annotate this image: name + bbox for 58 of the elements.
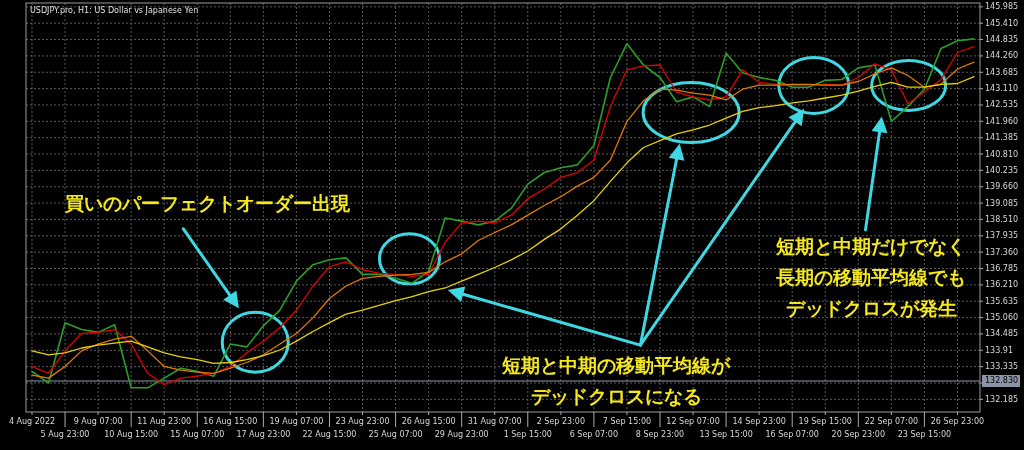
- x-tick-label: 16 Aug 15:00: [203, 417, 258, 426]
- y-tick-label: 139.660: [985, 182, 1019, 192]
- ref-line-label: 132.830: [985, 376, 1019, 386]
- x-tick-label: 9 Aug 07:00: [73, 417, 123, 426]
- annotation: 買いのパーフェクトオーダー出現: [63, 192, 351, 214]
- y-tick-label: 141.385: [985, 133, 1019, 143]
- x-tick-label: 4 Aug 2022: [8, 417, 56, 426]
- annotation: 短期と中期の移動平均線がデッドクロスになる: [501, 354, 732, 407]
- y-tick-label: 140.810: [985, 149, 1019, 159]
- y-tick-label: 139.085: [985, 198, 1019, 208]
- x-tick-label: 8 Sep 23:00: [635, 430, 685, 439]
- x-tick-label: 10 Aug 15:00: [104, 430, 159, 439]
- x-tick-label: 19 Aug 07:00: [269, 417, 324, 426]
- x-tick-label: 12 Sep 07:00: [666, 417, 720, 426]
- x-tick-label: 11 Aug 23:00: [137, 417, 192, 426]
- y-tick-label: 142.535: [985, 100, 1019, 110]
- annotation: 短期と中期だけでなく長期の移動平均線でもデッドクロスが発生: [775, 235, 967, 319]
- x-tick-label: 13 Sep 15:00: [699, 430, 753, 439]
- chart-title: USDJPY.pro, H1: US Dollar vs Japanese Yen: [30, 6, 199, 15]
- y-tick-label: 144.260: [985, 51, 1019, 61]
- y-tick-label: 144.835: [985, 35, 1019, 45]
- x-tick-label: 26 Sep 23:00: [930, 417, 985, 426]
- x-tick-label: 25 Aug 07:00: [368, 430, 423, 439]
- x-tick-label: 19 Sep 15:00: [798, 417, 852, 426]
- y-tick-label: 132.185: [985, 394, 1019, 404]
- x-tick-label: 5 Aug 23:00: [40, 430, 90, 439]
- y-tick-label: 143.685: [985, 67, 1019, 77]
- y-tick-label: 135.060: [985, 313, 1019, 323]
- y-tick-label: 135.635: [985, 296, 1019, 306]
- x-tick-label: 1 Sep 15:00: [503, 430, 552, 439]
- y-tick-label: 145.410: [985, 18, 1019, 28]
- x-tick-label: 6 Sep 07:00: [569, 430, 619, 439]
- x-tick-label: 22 Sep 07:00: [864, 417, 919, 426]
- x-tick-label: 22 Aug 15:00: [302, 430, 357, 439]
- y-tick-label: 141.960: [985, 116, 1019, 126]
- y-tick-label: 137.935: [985, 231, 1019, 241]
- y-tick-label: 143.110: [985, 84, 1019, 94]
- x-tick-label: 7 Sep 15:00: [602, 417, 652, 426]
- y-tick-label: 136.210: [985, 280, 1019, 290]
- y-tick-label: 134.485: [985, 329, 1019, 339]
- y-tick-label: 140.235: [985, 165, 1019, 175]
- y-tick-label: 137.360: [985, 247, 1019, 257]
- x-tick-label: 17 Aug 23:00: [236, 430, 291, 439]
- x-tick-label: 31 Aug 07:00: [467, 417, 522, 426]
- x-tick-label: 2 Sep 23:00: [536, 417, 585, 426]
- x-tick-label: 26 Aug 15:00: [401, 417, 456, 426]
- y-tick-label: 133.91: [985, 345, 1013, 355]
- x-tick-label: 14 Sep 23:00: [732, 417, 786, 426]
- y-tick-label: 138.510: [985, 214, 1019, 224]
- y-tick-label: 133.335: [985, 362, 1019, 372]
- x-tick-label: 29 Aug 23:00: [434, 430, 489, 439]
- y-tick-label: 145.985: [985, 2, 1019, 12]
- x-tick-label: 20 Sep 23:00: [831, 430, 886, 439]
- x-tick-label: 15 Aug 07:00: [170, 430, 225, 439]
- x-tick-label: 23 Aug 23:00: [335, 417, 390, 426]
- y-tick-label: 136.785: [985, 264, 1019, 274]
- x-tick-label: 23 Sep 15:00: [897, 430, 952, 439]
- x-tick-label: 16 Sep 07:00: [765, 430, 819, 439]
